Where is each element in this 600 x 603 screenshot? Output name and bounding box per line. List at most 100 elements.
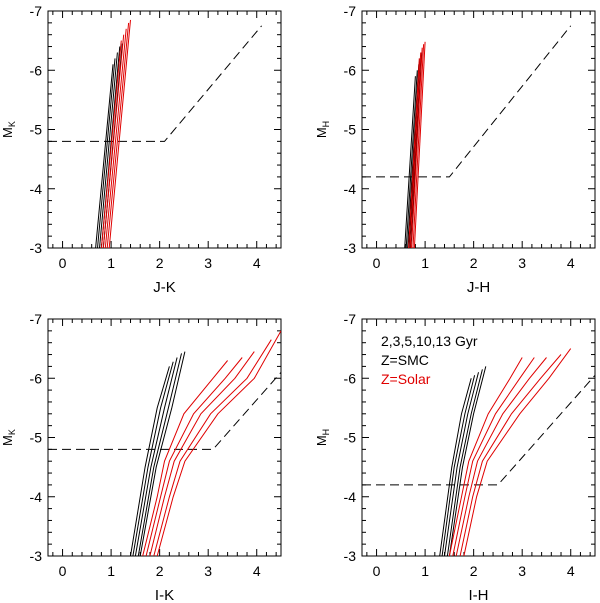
y-tick-label: -4 <box>344 181 357 197</box>
isochrone-smc-line <box>134 357 178 556</box>
y-tick-label: -5 <box>344 122 357 138</box>
isochrone-smc-line <box>95 64 114 248</box>
panel-bottom-left: 0 1 2 3 4 -3 -4 -5 -6 -7 I-K MK <box>0 311 282 603</box>
panel-top-left: 0 1 2 3 4 -3 -4 -5 -6 -7 J-K MK <box>0 3 282 296</box>
x-tick-label: 4 <box>567 255 575 271</box>
isochrone-smc-line <box>439 378 472 556</box>
isochrone-solar-line <box>459 354 562 556</box>
y-tick-label: -6 <box>30 62 43 78</box>
y-tick-label: -7 <box>30 3 43 19</box>
legend: 2,3,5,10,13 Gyr Z=SMC Z=Solar <box>381 333 478 387</box>
y-axis-label-main: M <box>0 435 15 446</box>
isochrone-solar-line <box>153 339 272 556</box>
legend-solar: Z=Solar <box>381 371 431 387</box>
isochrone-smc-line <box>97 58 116 248</box>
x-tick-label: 1 <box>107 255 115 271</box>
plot-area <box>48 330 281 556</box>
legend-ages: 2,3,5,10,13 Gyr <box>381 333 478 349</box>
y-tick-label: -5 <box>30 430 43 446</box>
x-tick-label: 3 <box>518 255 526 271</box>
x-tick-label: 2 <box>470 255 478 271</box>
isochrone-solar-line <box>413 41 426 248</box>
y-tick-label: -3 <box>30 548 43 564</box>
detection-limit-dashed-line <box>362 25 572 178</box>
y-axis-label: MH <box>314 429 331 446</box>
y-tick-label: -7 <box>344 3 357 19</box>
x-tick-label: 2 <box>156 255 164 271</box>
panel-bottom-right: 0 1 2 3 4 -3 -4 -5 -6 -7 I-H MH <box>314 311 596 603</box>
x-tick-label: 3 <box>204 255 212 271</box>
isochrone-solar-line <box>100 40 122 248</box>
x-tick-label: 4 <box>253 255 261 271</box>
y-tick-label: -4 <box>344 489 357 505</box>
x-axis-label: J-H <box>467 279 490 296</box>
isochrone-solar-line <box>448 357 523 556</box>
isochrone-solar-line <box>145 357 243 556</box>
isochrone-smc-line <box>130 366 170 556</box>
x-tick-label: 3 <box>518 563 526 579</box>
y-axis-label-sub: H <box>321 429 331 436</box>
legend-smc: Z=SMC <box>381 352 429 368</box>
y-tick-label: -7 <box>344 311 357 327</box>
y-axis-label: MK <box>0 429 17 446</box>
x-tick-label: 0 <box>373 255 381 271</box>
isochrone-solar-line <box>149 351 255 556</box>
isochrone-solar-line <box>102 34 125 248</box>
isochrone-smc-line <box>405 70 418 248</box>
isochrone-smc-line <box>137 353 182 556</box>
y-tick-label: -6 <box>344 62 357 78</box>
isochrone-solar-line <box>463 348 572 556</box>
x-tick-label: 1 <box>421 255 429 271</box>
isochrone-solar-line <box>452 357 535 556</box>
isochrone-smc-line <box>444 372 479 556</box>
detection-limit-dashed-line <box>362 374 595 486</box>
isochrone-smc-line <box>139 351 186 556</box>
isochrone-solar-line <box>411 47 423 248</box>
y-axis-label: MH <box>314 121 331 138</box>
y-axis-label-sub: H <box>321 121 331 128</box>
x-axis-label: J-K <box>153 279 176 296</box>
x-tick-label: 4 <box>253 563 261 579</box>
isochrone-solar-line <box>408 58 420 248</box>
detection-limit-dashed-line <box>48 25 262 142</box>
x-tick-label: 1 <box>107 563 115 579</box>
x-tick-label: 0 <box>373 563 381 579</box>
x-tick-label: 2 <box>470 563 478 579</box>
y-axis-label-main: M <box>0 127 15 138</box>
plot-area <box>48 19 262 248</box>
isochrone-smc-line <box>448 366 487 556</box>
isochrone-solar-line <box>106 22 130 248</box>
x-tick-label: 1 <box>421 563 429 579</box>
plot-frame <box>47 10 282 249</box>
isochrone-solar-line <box>156 330 281 556</box>
y-tick-label: -4 <box>30 181 43 197</box>
x-tick-label: 3 <box>204 563 212 579</box>
isochrone-smc-line <box>441 375 476 556</box>
y-axis-label-main: M <box>314 127 329 138</box>
y-tick-label: -5 <box>30 122 43 138</box>
isochrone-solar-line <box>104 28 127 248</box>
y-tick-label: -3 <box>344 548 357 564</box>
isochrone-smc-line <box>446 369 483 556</box>
y-tick-label: -3 <box>344 240 357 256</box>
x-axis-label: I-H <box>469 587 489 603</box>
y-axis-label-sub: K <box>7 121 17 127</box>
plot-area <box>362 348 595 556</box>
y-tick-label: -6 <box>344 370 357 386</box>
y-tick-label: -5 <box>344 430 357 446</box>
isochrone-smc-line <box>132 361 174 556</box>
y-axis-label: MK <box>0 121 17 138</box>
y-tick-label: -7 <box>30 311 43 327</box>
y-tick-label: -3 <box>30 240 43 256</box>
isochrone-solar-line <box>108 19 131 248</box>
x-tick-label: 2 <box>156 563 164 579</box>
y-axis-label-sub: K <box>7 429 17 435</box>
isochrone-solar-line <box>455 357 547 556</box>
y-tick-label: -4 <box>30 489 43 505</box>
x-tick-label: 4 <box>567 563 575 579</box>
isochrone-solar-line <box>412 44 425 248</box>
isochrone-solar-line <box>142 360 228 556</box>
x-tick-label: 0 <box>59 563 67 579</box>
plot-frame <box>361 10 596 249</box>
